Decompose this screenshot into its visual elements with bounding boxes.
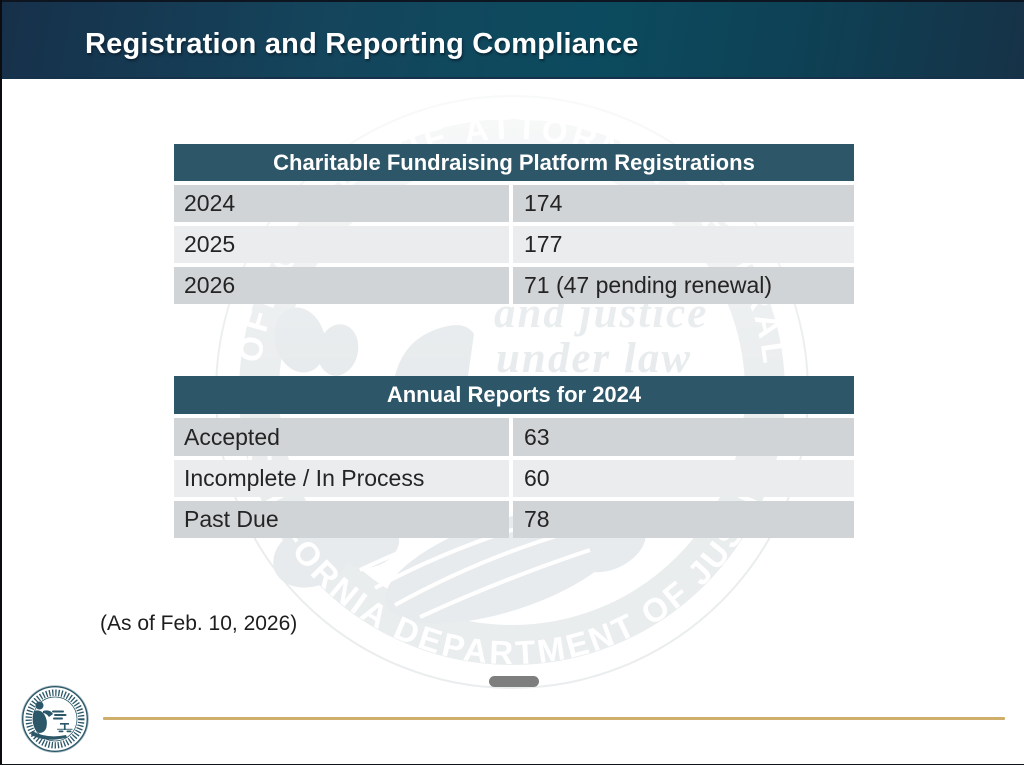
svg-text:under law: under law [496, 335, 692, 382]
